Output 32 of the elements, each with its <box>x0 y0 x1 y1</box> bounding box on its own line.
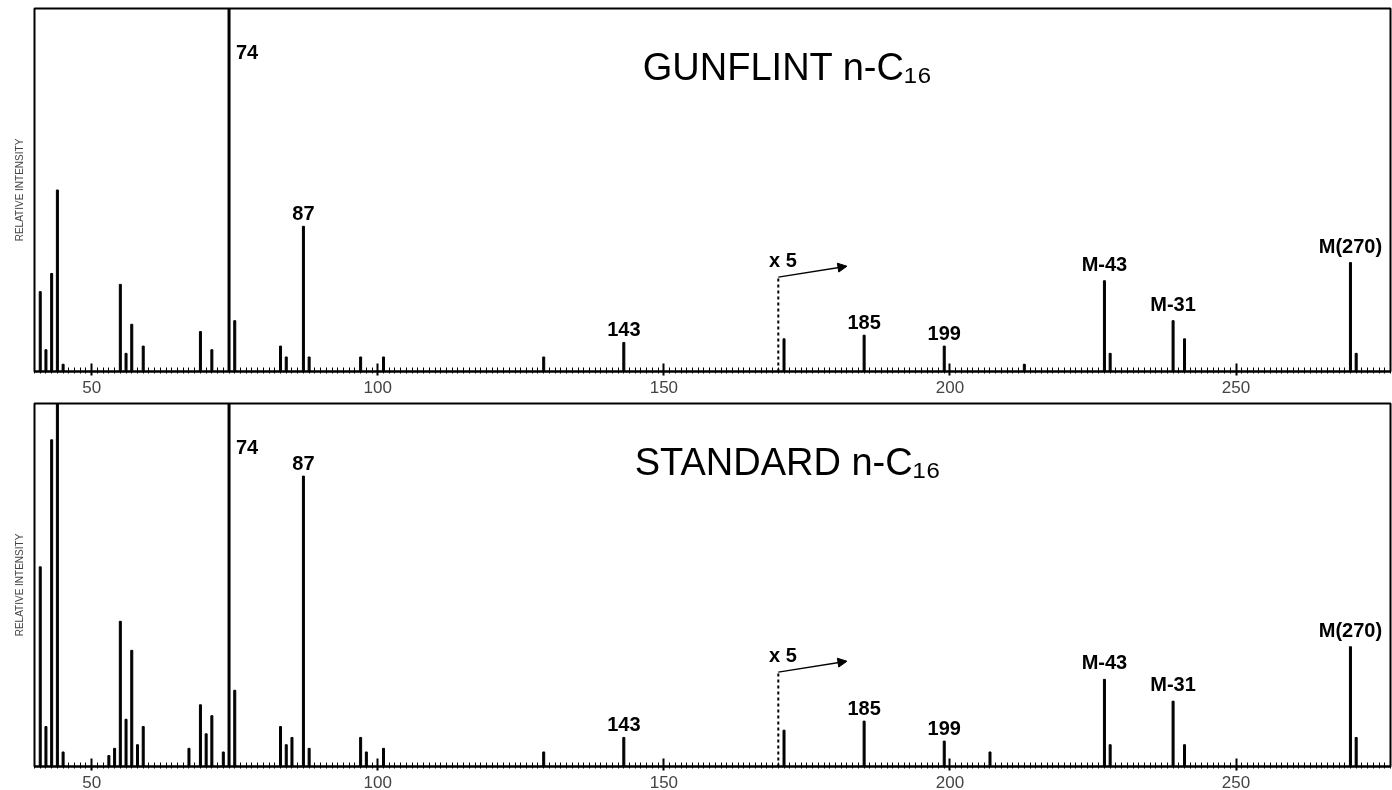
annotation: 74 <box>235 41 260 64</box>
x-tick-label: 150 <box>649 377 679 397</box>
x-tick-label: 200 <box>935 772 965 790</box>
annotation: 199 <box>927 717 961 740</box>
annotation: 143 <box>607 713 641 736</box>
x-tick-label: 100 <box>363 377 392 397</box>
annotation: M-43 <box>1081 651 1128 674</box>
x-tick-label: 100 <box>363 772 392 790</box>
x-tick-label: 50 <box>82 772 102 790</box>
x-tick-label: 150 <box>649 772 679 790</box>
x-tick-label: 50 <box>82 377 102 397</box>
annotation: 87 <box>292 202 315 225</box>
annotation: 199 <box>927 322 961 345</box>
x-tick-label: 250 <box>1221 377 1251 397</box>
annotation: 87 <box>292 452 315 475</box>
text: STANDARD n-C₁₆ <box>634 441 941 484</box>
annotation: M-31 <box>1150 292 1196 315</box>
annotation: M(270) <box>1318 618 1383 641</box>
x-tick-label: 250 <box>1221 772 1251 790</box>
ref-line-label: x 5 <box>768 644 797 667</box>
annotation: 185 <box>847 697 881 720</box>
ref-line-label: x 5 <box>768 249 797 272</box>
annotation: 74 <box>235 436 260 459</box>
text: GUNFLINT n-C₁₆ <box>642 46 933 89</box>
annotation: 185 <box>847 311 881 334</box>
y-axis-title: RELATIVE INTENSITY <box>13 138 25 242</box>
annotation: M-43 <box>1081 252 1128 275</box>
y-axis-title: RELATIVE INTENSITY <box>13 533 25 637</box>
annotation: M-31 <box>1150 673 1196 696</box>
annotation: M(270) <box>1318 234 1383 257</box>
x-tick-label: 200 <box>935 377 965 397</box>
annotation: 143 <box>607 318 641 341</box>
